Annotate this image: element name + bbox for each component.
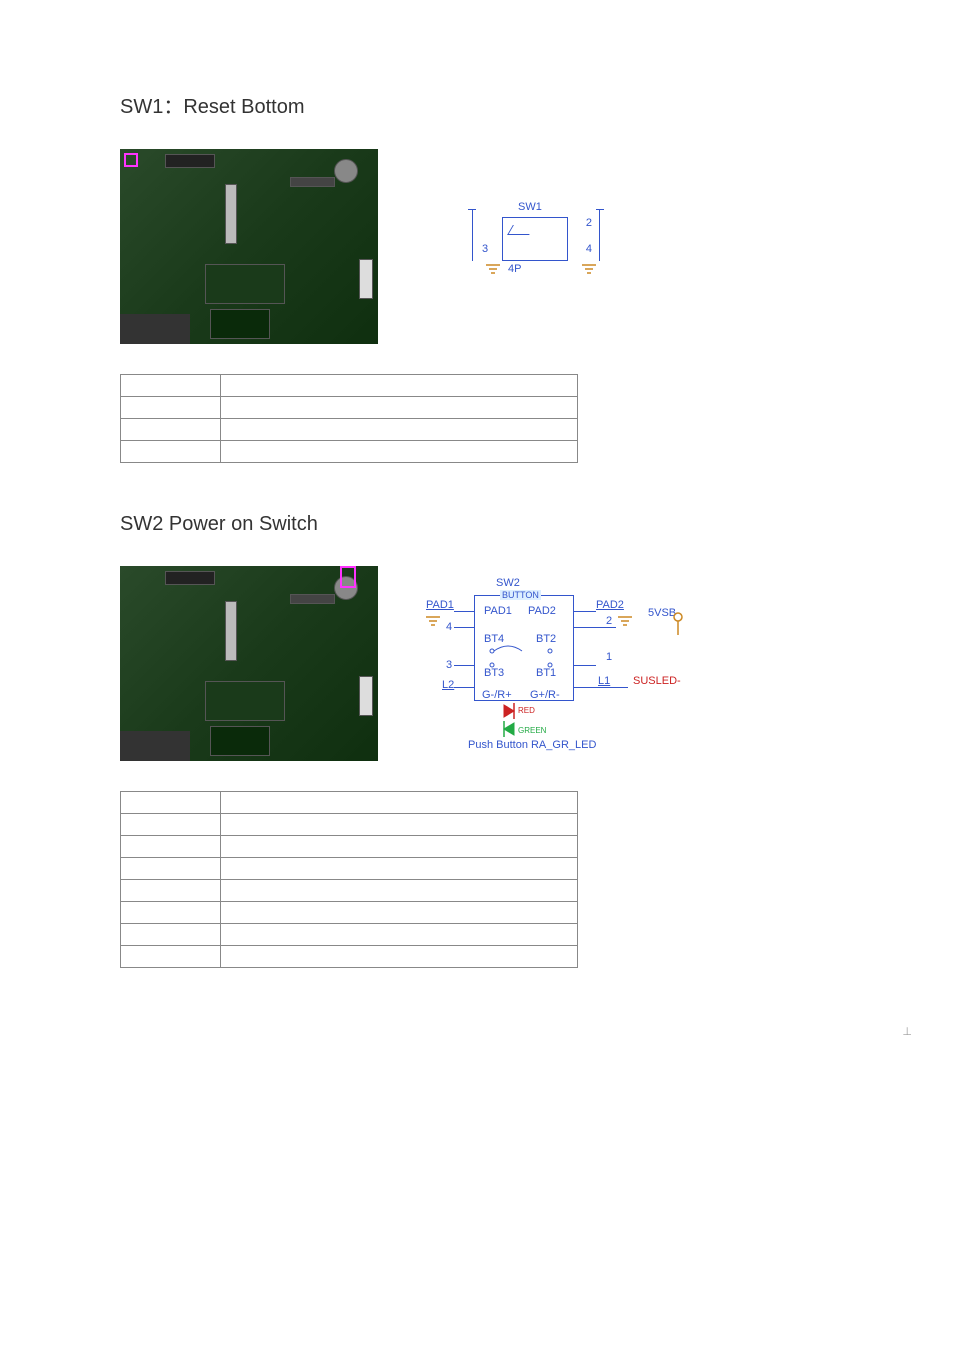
sch2-l2: L2 — [442, 679, 454, 691]
sch1-bottom: 4P — [508, 263, 521, 275]
section1-images: SW1 2 3 4 4P — [120, 149, 834, 344]
sch2-sw-label: SW2 — [496, 577, 520, 589]
sch2-l1: L1 — [598, 675, 610, 687]
schematic-sw2: SW2 BUTTON PAD1 PAD1 PAD2 PAD2 5VSB 4 2 … — [418, 571, 708, 756]
board-photo-1 — [120, 149, 378, 344]
sch2-susled: SUSLED- — [633, 675, 681, 687]
page-marker: ⊥ — [902, 1025, 912, 1038]
sch2-bt4: BT4 — [484, 633, 504, 645]
sch2-p2: 2 — [606, 615, 612, 627]
sch2-gminus: G-/R+ — [482, 689, 512, 701]
highlight-box-sw1 — [124, 153, 138, 167]
section2-title: SW2 Power on Switch — [120, 513, 834, 536]
sch2-green: GREEN — [518, 726, 546, 735]
sch2-p1: 1 — [606, 651, 612, 663]
sch2-pad1: PAD1 — [484, 605, 512, 617]
sch2-pad1-outer: PAD1 — [426, 599, 454, 611]
schematic-sw1: SW1 2 3 4 4P — [468, 199, 604, 295]
board-photo-2 — [120, 566, 378, 761]
sch2-pad2: PAD2 — [528, 605, 556, 617]
sch2-p3: 3 — [446, 659, 452, 671]
section2-images: SW2 BUTTON PAD1 PAD1 PAD2 PAD2 5VSB 4 2 … — [120, 566, 834, 761]
sch2-bottom: Push Button RA_GR_LED — [468, 739, 596, 751]
highlight-box-sw2 — [340, 566, 356, 588]
section1-title: SW1：Reset Bottom — [120, 90, 834, 119]
sch2-red: RED — [518, 706, 535, 715]
sch2-gplus: G+/R- — [530, 689, 560, 701]
sch2-bt2: BT2 — [536, 633, 556, 645]
sch2-pad2-outer: PAD2 — [596, 599, 624, 611]
table-sw2 — [120, 791, 578, 968]
table-sw1 — [120, 374, 578, 463]
sch2-p4: 4 — [446, 621, 452, 633]
sch2-button: BUTTON — [500, 590, 541, 600]
